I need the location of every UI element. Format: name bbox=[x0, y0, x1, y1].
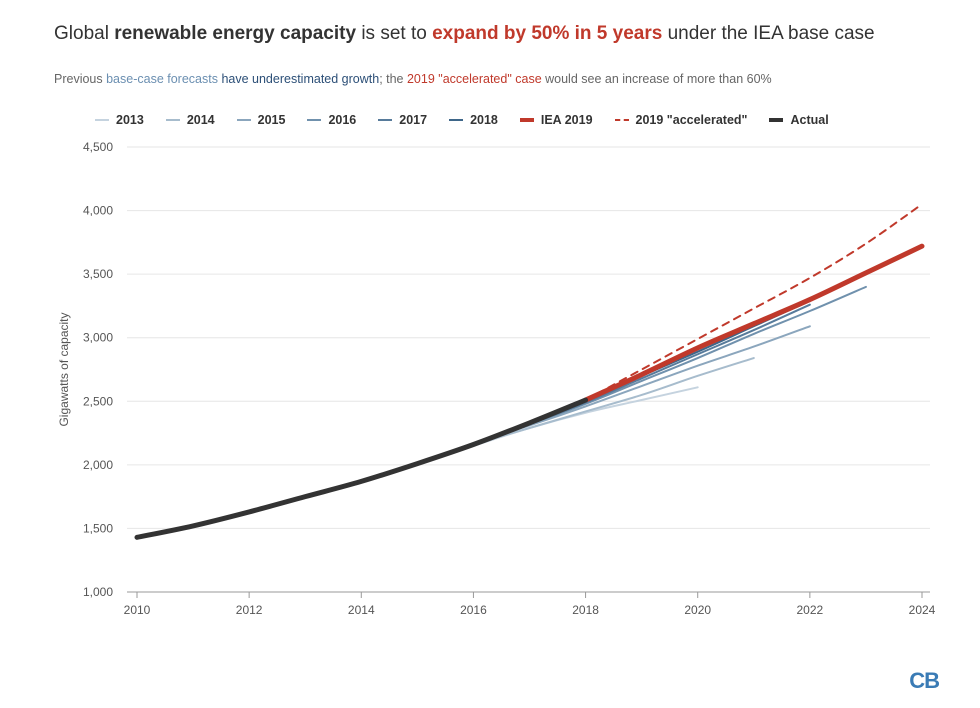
title-text: Global bbox=[54, 23, 115, 44]
series-line-iea-2019 bbox=[583, 243, 925, 403]
legend-item-2017: 2017 bbox=[378, 113, 427, 127]
legend-swatch bbox=[236, 119, 251, 121]
legend-swatch bbox=[307, 119, 322, 121]
legend-item-2019-accelerated: 2019 "accelerated" bbox=[614, 113, 748, 127]
subtitle-red-text: 2019 "accelerated" case bbox=[406, 72, 542, 86]
x-tick-label: 2014 bbox=[348, 603, 375, 617]
legend-swatch bbox=[378, 119, 393, 121]
subtitle-blue-text: base-case forecasts bbox=[106, 72, 218, 86]
legend-label: 2015 bbox=[257, 113, 286, 127]
subtitle-text: Previous bbox=[54, 72, 107, 86]
y-tick-label: 1,500 bbox=[83, 521, 113, 535]
y-tick-label: 2,000 bbox=[83, 458, 113, 472]
y-tick-label: 4,000 bbox=[83, 204, 113, 218]
legend-label: 2013 bbox=[116, 113, 144, 127]
title-text: is set to bbox=[356, 23, 433, 44]
legend-swatch bbox=[449, 119, 464, 121]
legend-item-2015: 2015 bbox=[236, 113, 286, 127]
chart-title: Global renewable energy capacity is set … bbox=[54, 22, 934, 46]
legend-label: 2019 "accelerated" bbox=[635, 113, 748, 127]
legend-label: 2016 bbox=[328, 113, 357, 127]
x-tick-label: 2012 bbox=[236, 603, 263, 617]
y-tick-label: 2,500 bbox=[83, 394, 113, 408]
legend-label: 2014 bbox=[186, 113, 215, 127]
legend-item-2018: 2018 bbox=[449, 113, 498, 127]
x-tick-label: 2010 bbox=[124, 603, 151, 617]
x-tick-label: 2016 bbox=[460, 603, 487, 617]
x-tick-label: 2020 bbox=[684, 603, 711, 617]
legend-label: 2017 bbox=[399, 113, 428, 127]
chart-subtitle: Previous base-case forecasts have undere… bbox=[54, 72, 954, 86]
title-bold-text: renewable energy capacity bbox=[114, 23, 357, 44]
carbon-brief-logo: CB bbox=[909, 668, 940, 693]
x-tick-label: 2022 bbox=[797, 603, 824, 617]
legend-swatch bbox=[95, 119, 109, 121]
legend-label: 2018 bbox=[470, 113, 498, 127]
title-highlight-text: expand by 50% in 5 years bbox=[432, 23, 663, 44]
x-tick-label: 2024 bbox=[909, 603, 936, 617]
subtitle-text: ; the bbox=[379, 72, 407, 86]
y-tick-label: 3,500 bbox=[83, 267, 113, 281]
x-tick-label: 2018 bbox=[572, 603, 599, 617]
legend-item-2014: 2014 bbox=[165, 113, 215, 127]
legend-label: Actual bbox=[790, 113, 829, 127]
y-tick-label: 1,000 bbox=[83, 585, 113, 599]
subtitle-darkblue-text: have underestimated growth bbox=[221, 72, 380, 86]
legend-item-2016: 2016 bbox=[307, 113, 356, 127]
y-tick-label: 3,000 bbox=[83, 331, 113, 345]
series-line-2013 bbox=[416, 386, 699, 465]
legend-item-actual: Actual bbox=[769, 113, 829, 127]
legend-label: IEA 2019 bbox=[540, 113, 593, 127]
series-line-actual bbox=[134, 397, 589, 540]
legend-swatch bbox=[519, 118, 534, 122]
legend-swatch bbox=[769, 118, 784, 122]
legend-swatch bbox=[165, 119, 180, 121]
legend-item-iea-2019: IEA 2019 bbox=[519, 113, 593, 127]
legend-item-2013: 2013 bbox=[95, 113, 144, 127]
series-line-2019-accelerated bbox=[584, 203, 923, 402]
y-tick-label: 4,500 bbox=[83, 140, 113, 154]
subtitle-text: would see an increase of more than 60% bbox=[541, 72, 772, 86]
legend-swatch bbox=[614, 119, 629, 121]
chart-legend: 2013 2014 2015 2016 2017 2018 IEA 2019 2019 "ac… bbox=[95, 110, 851, 130]
title-text: under the IEA base case bbox=[662, 23, 875, 44]
y-axis-label: Gigawatts of capacity bbox=[57, 312, 71, 426]
